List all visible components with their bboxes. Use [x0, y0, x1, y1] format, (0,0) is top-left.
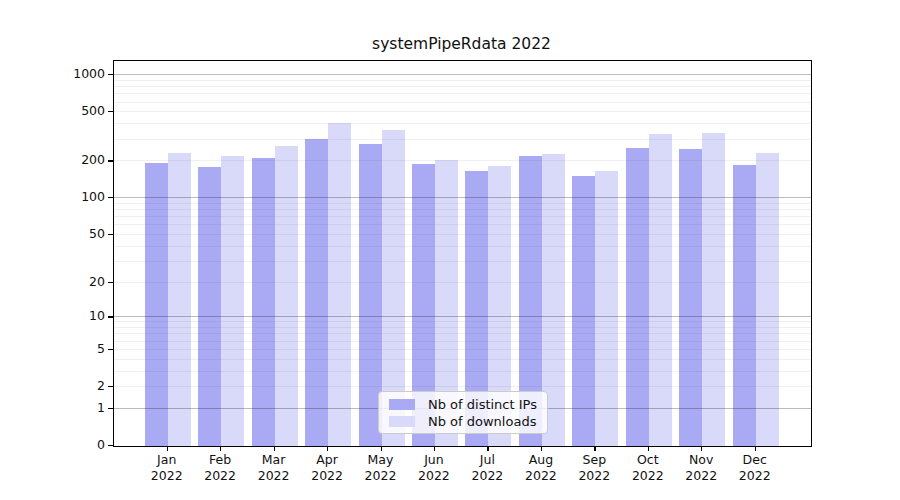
plot-area [113, 60, 812, 447]
y-tick-mark [108, 316, 113, 317]
bar-dec-distinct-ips [733, 165, 756, 446]
y-tick-label: 1000 [0, 66, 105, 82]
y-tick-mark [108, 408, 113, 409]
legend-row-distinct-ips: Nb of distinct IPs [387, 397, 539, 412]
y-tick-label: 50 [0, 226, 105, 242]
legend-swatch-distinct-ips [389, 399, 415, 410]
chart-title: systemPipeRdata 2022 [113, 35, 810, 53]
y-tick-label: 2 [0, 378, 105, 394]
bars-layer [114, 61, 811, 446]
chart-figure: systemPipeRdata 2022 0 1 2 5 10 20 50 100 200 500… [0, 0, 900, 500]
x-tick-mark [541, 446, 542, 451]
y-tick-mark [108, 386, 113, 387]
bar-apr-downloads [328, 123, 351, 446]
bar-feb-distinct-ips [198, 167, 221, 446]
legend-swatch-downloads [389, 416, 415, 427]
x-tick-mark [167, 446, 168, 451]
y-tick-label: 20 [0, 274, 105, 290]
legend-row-downloads: Nb of downloads [387, 414, 539, 429]
bar-sep-distinct-ips [572, 176, 595, 446]
bar-oct-distinct-ips [626, 148, 649, 446]
y-tick-mark [108, 111, 113, 112]
y-tick-label: 200 [0, 152, 105, 168]
y-tick-mark [108, 282, 113, 283]
bar-mar-downloads [275, 146, 298, 446]
x-tick-mark [381, 446, 382, 451]
y-tick-mark [108, 445, 113, 446]
y-tick-mark [108, 197, 113, 198]
y-tick-label: 10 [0, 308, 105, 324]
y-tick-label: 1 [0, 400, 105, 416]
x-tick-mark [755, 446, 756, 451]
y-tick-label: 100 [0, 189, 105, 205]
legend-label-downloads: Nb of downloads [428, 414, 536, 429]
x-tick-mark [327, 446, 328, 451]
bar-nov-downloads [702, 133, 725, 446]
bar-nov-distinct-ips [679, 149, 702, 446]
x-tick-mark [594, 446, 595, 451]
y-tick-label: 500 [0, 103, 105, 119]
x-tick-mark [274, 446, 275, 451]
y-tick-label: 5 [0, 341, 105, 357]
bar-sep-downloads [595, 171, 618, 446]
y-tick-mark [108, 74, 113, 75]
x-tick-mark [487, 446, 488, 451]
bar-jan-downloads [168, 153, 191, 446]
x-tick-label-dec: Dec2022 [723, 452, 787, 484]
bar-dec-downloads [756, 153, 779, 446]
legend-label-distinct-ips: Nb of distinct IPs [428, 397, 537, 412]
x-tick-mark [701, 446, 702, 451]
x-tick-mark [434, 446, 435, 451]
y-tick-mark [108, 234, 113, 235]
y-tick-mark [108, 160, 113, 161]
y-tick-label: 0 [0, 437, 105, 453]
y-tick-mark [108, 349, 113, 350]
bar-feb-downloads [221, 156, 244, 447]
bar-jan-distinct-ips [145, 163, 168, 446]
bar-oct-downloads [649, 134, 672, 446]
bar-mar-distinct-ips [252, 158, 275, 446]
legend: Nb of distinct IPs Nb of downloads [378, 391, 548, 434]
x-tick-mark [648, 446, 649, 451]
x-tick-mark [220, 446, 221, 451]
bar-apr-distinct-ips [305, 139, 328, 447]
